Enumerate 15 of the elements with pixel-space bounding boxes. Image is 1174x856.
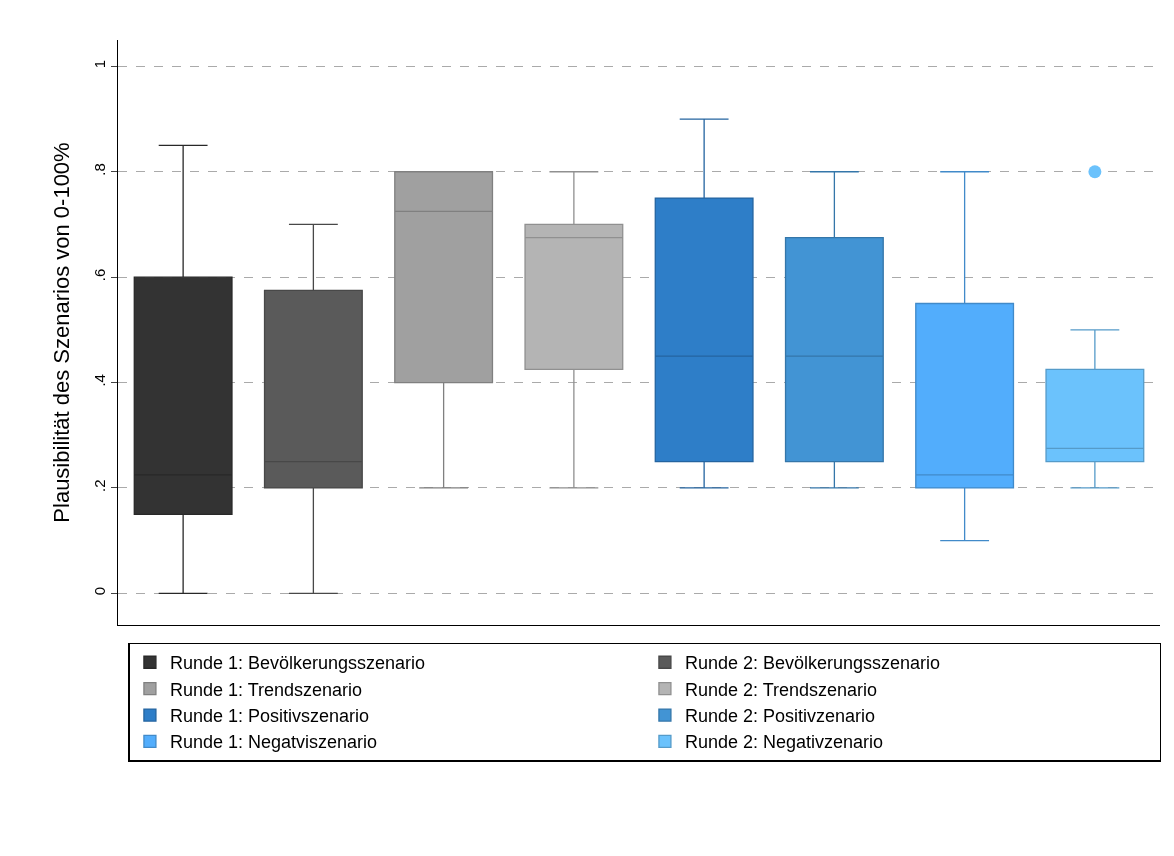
legend-label: Runde 1: Negatviszenario: [169, 732, 378, 753]
y-tick-label: 0: [91, 586, 108, 596]
legend-label: Runde 2: Positivzenario: [684, 706, 876, 727]
y-tick-label: .2: [91, 479, 108, 492]
y-tick-label: .4: [91, 374, 108, 387]
legend-label: Runde 2: Bevölkerungsszenario: [684, 653, 941, 674]
legend-label: Runde 2: Trendszenario: [684, 679, 878, 700]
legend-label: Runde 1: Positivszenario: [169, 706, 370, 727]
legend-label: Runde 2: Negativzenario: [684, 732, 884, 753]
legend-label: Runde 1: Trendszenario: [169, 679, 363, 700]
y-tick-label: .8: [91, 163, 108, 176]
y-axis-title: Plausibilität des Szenarios von 0-100%: [48, 142, 74, 523]
legend-label: Runde 1: Bevölkerungsszenario: [169, 653, 426, 674]
y-tick-label: .6: [91, 268, 108, 282]
y-tick-label: 1: [91, 59, 108, 69]
